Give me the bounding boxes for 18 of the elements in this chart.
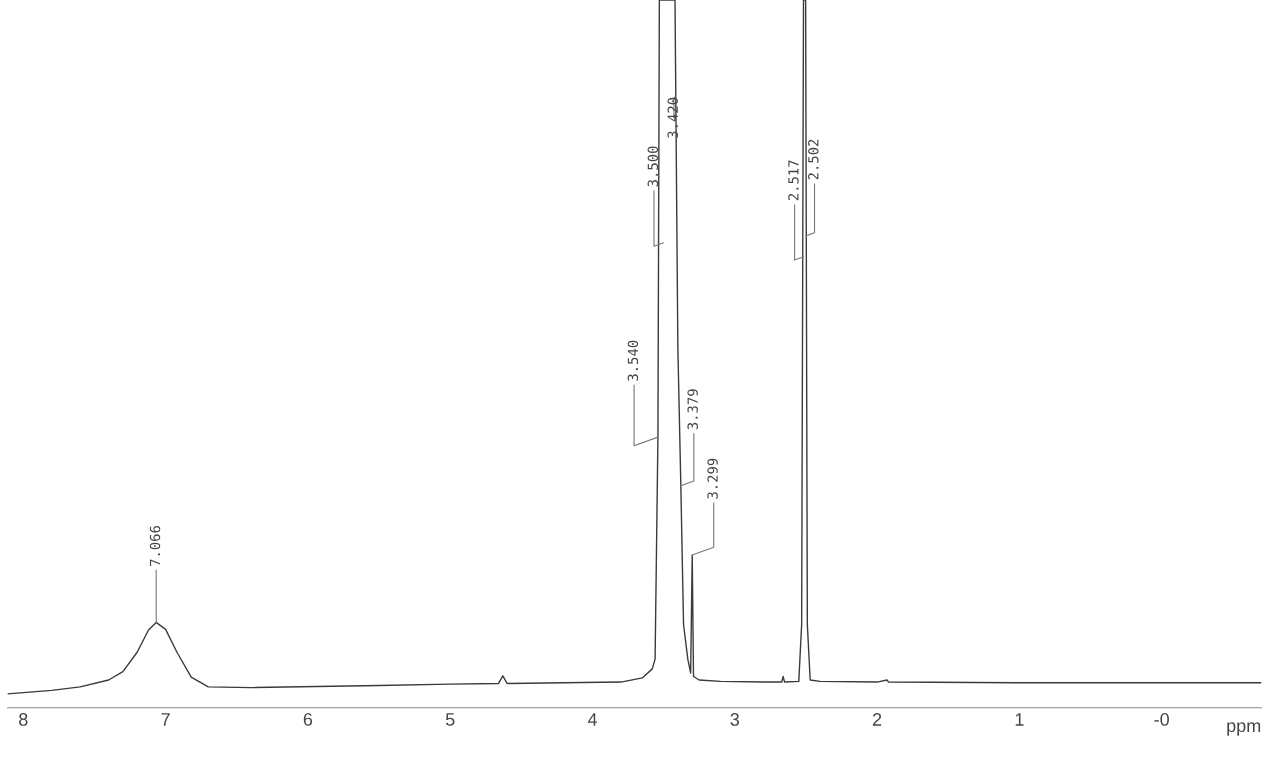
annotation: 2.517 <box>788 160 799 201</box>
x-tick-label: 2 <box>872 713 882 726</box>
annotation: 7.066 <box>149 525 161 566</box>
x-tick-label: 6 <box>303 713 313 726</box>
annotation: 3.379 <box>687 389 698 430</box>
x-tick-label: 4 <box>587 713 597 726</box>
x-tick-label: -0 <box>1154 713 1169 726</box>
annotation: 3.420 <box>667 97 678 138</box>
x-tick-label: 5 <box>445 713 455 726</box>
x-axis-title: ppm <box>1227 722 1261 736</box>
annotation: 3.540 <box>627 340 639 381</box>
x-tick-label: 7 <box>161 713 170 726</box>
annotation: 3.299 <box>707 458 718 499</box>
x-tick-label: 1 <box>1015 713 1024 726</box>
x-tick-label: 3 <box>730 713 739 726</box>
annotation: 3.500 <box>647 146 659 187</box>
annotation: 2.502 <box>808 139 819 180</box>
x-tick-label: 8 <box>19 713 28 726</box>
